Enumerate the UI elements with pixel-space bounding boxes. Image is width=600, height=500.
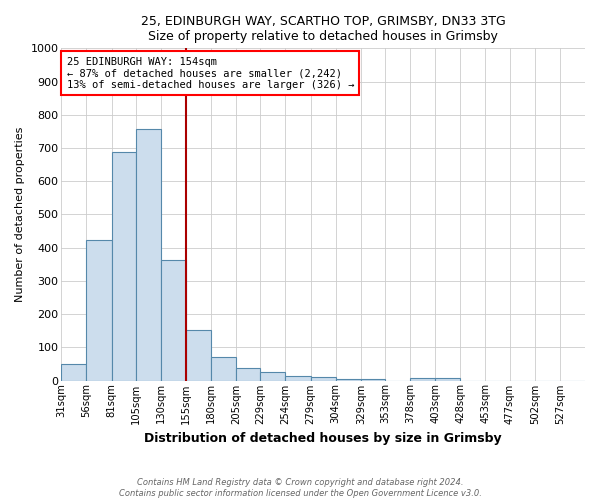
Bar bbox=[410, 378, 435, 380]
Bar bbox=[286, 376, 311, 380]
Bar bbox=[236, 368, 260, 380]
Text: 25 EDINBURGH WAY: 154sqm
← 87% of detached houses are smaller (2,242)
13% of sem: 25 EDINBURGH WAY: 154sqm ← 87% of detach… bbox=[67, 56, 354, 90]
Bar bbox=[161, 260, 186, 380]
Title: 25, EDINBURGH WAY, SCARTHO TOP, GRIMSBY, DN33 3TG
Size of property relative to d: 25, EDINBURGH WAY, SCARTHO TOP, GRIMSBY,… bbox=[141, 15, 506, 43]
Bar bbox=[61, 364, 86, 380]
Bar bbox=[211, 356, 236, 380]
Y-axis label: Number of detached properties: Number of detached properties bbox=[15, 126, 25, 302]
Bar bbox=[311, 377, 336, 380]
Bar bbox=[186, 330, 211, 380]
Bar bbox=[361, 378, 385, 380]
Bar bbox=[86, 240, 112, 380]
Text: Contains HM Land Registry data © Crown copyright and database right 2024.
Contai: Contains HM Land Registry data © Crown c… bbox=[119, 478, 481, 498]
Bar bbox=[260, 372, 286, 380]
Bar bbox=[112, 152, 136, 380]
Bar bbox=[336, 378, 361, 380]
Bar bbox=[136, 129, 161, 380]
X-axis label: Distribution of detached houses by size in Grimsby: Distribution of detached houses by size … bbox=[145, 432, 502, 445]
Bar bbox=[435, 378, 460, 380]
